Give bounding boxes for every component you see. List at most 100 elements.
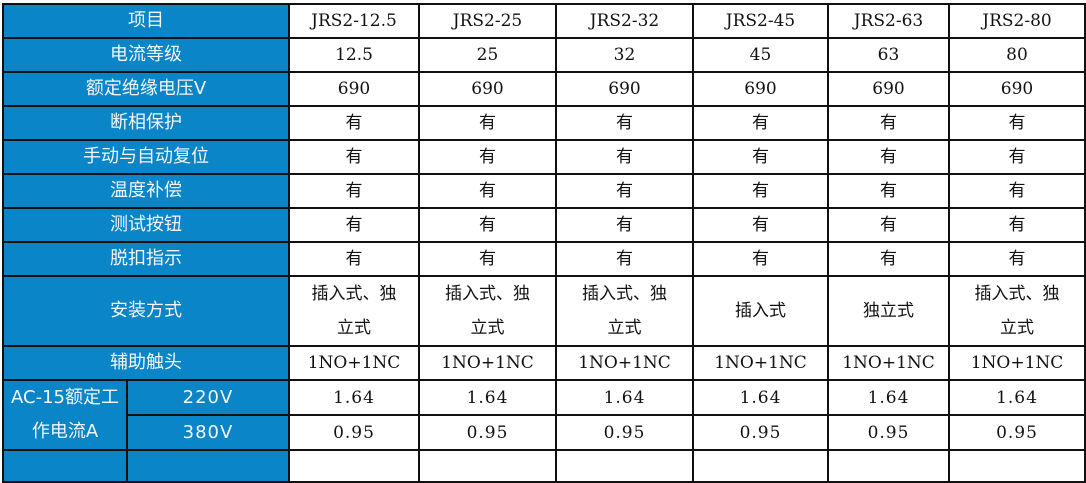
- model-header: JRS2-80: [948, 3, 1086, 39]
- voltage-label: 220V: [126, 379, 290, 416]
- table-cell: 0.95: [555, 414, 694, 451]
- table-cell: 1.64: [948, 379, 1086, 416]
- table-row: 测试按钮有有有有有有: [2, 207, 1086, 243]
- table-cell: 1NO+1NC: [827, 345, 950, 381]
- table-cell: [288, 449, 420, 483]
- table-cell: 690: [948, 71, 1086, 107]
- table-cell: 80: [948, 37, 1086, 73]
- table-row: 380V 0.95 0.95 0.95 0.95 0.95 0.95: [3, 414, 1086, 451]
- table-cell: 插入式、独立式: [948, 275, 1086, 347]
- table-cell: 有: [555, 105, 694, 141]
- table-cell: 0.95: [827, 414, 950, 451]
- table-cell: 有: [948, 139, 1086, 175]
- table-cell: 有: [692, 105, 829, 141]
- table-cell: 有: [555, 139, 694, 175]
- table-cell: 有: [692, 241, 829, 277]
- ac15-label: AC-15额定工作电流A: [2, 379, 128, 451]
- table-cell: 有: [555, 241, 694, 277]
- table-cell: [827, 449, 950, 483]
- table-cell: 有: [555, 207, 694, 243]
- table-cell: 1.64: [288, 379, 420, 416]
- table-cell: 有: [418, 241, 557, 277]
- header-label: 项目: [2, 3, 290, 39]
- table-row: 断相保护有有有有有有: [2, 105, 1086, 141]
- table-cell: 690: [692, 71, 829, 107]
- table-cell: [2, 449, 128, 483]
- row-label: 手动与自动复位: [2, 139, 290, 175]
- table-cell: 有: [827, 241, 950, 277]
- model-header: JRS2-25: [418, 3, 557, 39]
- row-label: 断相保护: [2, 105, 290, 141]
- table-cell: [555, 449, 694, 483]
- table-cell: 有: [948, 105, 1086, 141]
- row-label: 安装方式: [2, 275, 290, 347]
- table-row: 电流等级 12.5 25 32 45 63 80: [2, 37, 1086, 73]
- table-cell: 1NO+1NC: [948, 345, 1086, 381]
- row-label: 脱扣指示: [2, 241, 290, 277]
- table-cell: 有: [692, 139, 829, 175]
- table-cell: 63: [827, 37, 950, 73]
- voltage-label: 380V: [126, 414, 290, 451]
- row-label: 温度补偿: [2, 173, 290, 209]
- table-cell: 25: [418, 37, 557, 73]
- table-cell: 0.95: [948, 414, 1086, 451]
- model-header: JRS2-32: [555, 3, 694, 39]
- table-cell: 1NO+1NC: [692, 345, 829, 381]
- table-cell: 45: [692, 37, 829, 73]
- table-cell: 有: [948, 173, 1086, 209]
- table-cell: 有: [827, 173, 950, 209]
- table-cell: [126, 449, 290, 483]
- table-cell: 有: [288, 139, 420, 175]
- table-row: 安装方式 插入式、独立式 插入式、独立式 插入式、独立式 插入式 独立式 插入式、独立式: [2, 275, 1086, 347]
- table-cell: 有: [827, 139, 950, 175]
- table-cell: 690: [555, 71, 694, 107]
- table-cell: 12.5: [288, 37, 420, 73]
- table-cell: 插入式、独立式: [288, 275, 420, 347]
- row-label: 辅助触头: [2, 345, 290, 381]
- table-cell: 1.64: [555, 379, 694, 416]
- row-label: 测试按钮: [2, 207, 290, 243]
- table-row: 手动与自动复位有有有有有有: [2, 139, 1086, 175]
- table-cell: 有: [418, 105, 557, 141]
- table-cell: 690: [418, 71, 557, 107]
- table-cell: 插入式、独立式: [555, 275, 694, 347]
- table-row: 额定绝缘电压V 690 690 690 690 690 690: [2, 71, 1086, 107]
- table-cell: [948, 449, 1086, 483]
- table-cell: 690: [827, 71, 950, 107]
- table-row: 脱扣指示有有有有有有: [2, 241, 1086, 277]
- table-cell: 1NO+1NC: [555, 345, 694, 381]
- header-row: 项目 JRS2-12.5 JRS2-25 JRS2-32 JRS2-45 JRS2-63 J…: [2, 3, 1086, 39]
- table-cell: 1NO+1NC: [288, 345, 420, 381]
- table-cell: 1.64: [692, 379, 829, 416]
- table-cell: 有: [288, 207, 420, 243]
- table-cell: 有: [948, 207, 1086, 243]
- table-cell: 0.95: [288, 414, 420, 451]
- table-row: 辅助触头 1NO+1NC 1NO+1NC 1NO+1NC 1NO+1NC 1NO+1NC 1…: [2, 345, 1086, 381]
- table-cell: 有: [692, 207, 829, 243]
- table-cell: 1.64: [418, 379, 557, 416]
- table-cell: 1.64: [827, 379, 950, 416]
- table-cell: 有: [288, 241, 420, 277]
- model-header: JRS2-12.5: [288, 3, 420, 39]
- row-label: 电流等级: [2, 37, 290, 73]
- table-cell: 0.95: [692, 414, 829, 451]
- table-cell: 有: [288, 105, 420, 141]
- table-cell: 有: [948, 241, 1086, 277]
- table-cell: 有: [418, 139, 557, 175]
- table-cell: 有: [827, 105, 950, 141]
- table-cell: 有: [827, 207, 950, 243]
- table-cell: [692, 449, 829, 483]
- table-cell: 有: [418, 173, 557, 209]
- table-cell: [418, 449, 557, 483]
- row-label: 额定绝缘电压V: [2, 71, 290, 107]
- table-row: AC-15额定工作电流A 220V 1.64 1.64 1.64 1.64 1.64 1.64: [2, 379, 1086, 451]
- model-header: JRS2-63: [827, 3, 950, 39]
- table-row: 温度补偿有有有有有有: [2, 173, 1086, 209]
- table-cell: 690: [288, 71, 420, 107]
- table-cell: 0.95: [418, 414, 557, 451]
- table-cell: 插入式: [692, 275, 829, 347]
- table-cell: 独立式: [827, 275, 950, 347]
- spec-table: 项目 JRS2-12.5 JRS2-25 JRS2-32 JRS2-45 JRS2-63 J…: [2, 3, 1086, 483]
- table-cell: 1NO+1NC: [418, 345, 557, 381]
- table-cell: 有: [692, 173, 829, 209]
